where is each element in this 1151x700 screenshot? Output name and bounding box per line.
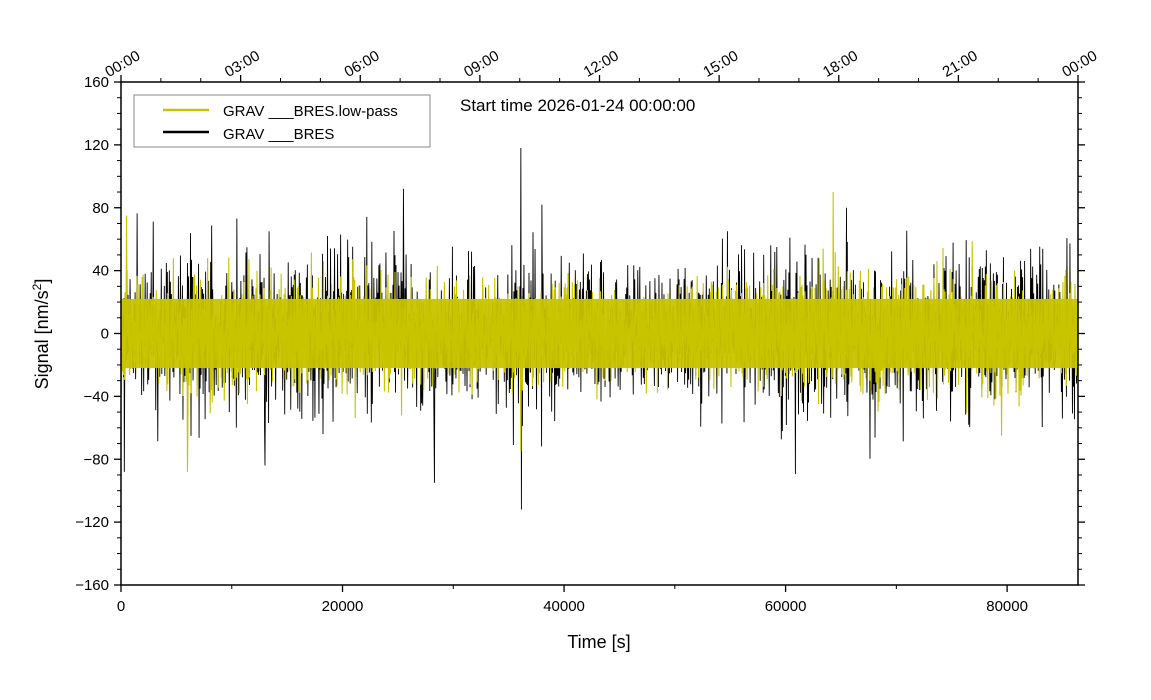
y-tick-label: −80 — [84, 451, 109, 468]
legend-label-raw: GRAV ___BRES — [223, 126, 334, 143]
x-tick-label: 80000 — [986, 598, 1028, 615]
low-pass-dense-band — [121, 298, 1078, 369]
top-time-label: 03:00 — [222, 47, 263, 80]
top-time-label: 21:00 — [940, 47, 981, 80]
y-axis-title-main: Signal [nm/s — [32, 290, 52, 389]
y-tick-label: −160 — [75, 577, 109, 594]
y-tick-label: 120 — [84, 137, 109, 154]
y-axis-title: Signal [nm/s2] — [30, 279, 52, 390]
x-tick-label: 60000 — [765, 598, 807, 615]
top-time-label: 18:00 — [820, 47, 861, 80]
top-time-label: 06:00 — [341, 47, 382, 80]
x-axis-title: Time [s] — [567, 632, 630, 652]
x-tick-label: 40000 — [543, 598, 585, 615]
y-tick-label: 40 — [92, 263, 109, 280]
legend: GRAV ___BRES.low-pass GRAV ___BRES — [133, 94, 431, 148]
top-time-label: 09:00 — [461, 47, 502, 80]
top-time-label: 12:00 — [581, 47, 622, 80]
top-time-label: 00:00 — [102, 47, 143, 80]
y-axis-title-superscript: 2 — [30, 283, 44, 290]
legend-box — [133, 94, 431, 148]
y-tick-label: −120 — [75, 514, 109, 531]
x-tick-label: 0 — [117, 598, 125, 615]
top-time-label: 00:00 — [1059, 47, 1100, 80]
y-tick-label: −40 — [84, 388, 109, 405]
signal-traces — [120, 148, 1079, 510]
y-tick-label: 0 — [101, 326, 109, 343]
top-time-label: 15:00 — [700, 47, 741, 80]
legend-label-low-pass: GRAV ___BRES.low-pass — [223, 103, 398, 120]
x-tick-label: 20000 — [322, 598, 364, 615]
y-axis-title-end: ] — [32, 279, 52, 284]
y-tick-label: 160 — [84, 74, 109, 91]
y-tick-label: 80 — [92, 200, 109, 217]
start-time-annotation: Start time 2026-01-24 00:00:00 — [460, 96, 695, 115]
